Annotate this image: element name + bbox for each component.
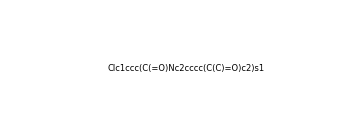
Text: Clc1ccc(C(=O)Nc2cccc(C(C)=O)c2)s1: Clc1ccc(C(=O)Nc2cccc(C(C)=O)c2)s1 bbox=[108, 64, 265, 73]
